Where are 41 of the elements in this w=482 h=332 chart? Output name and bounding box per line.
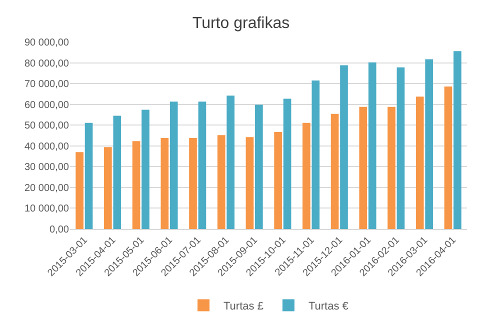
- bar: [132, 141, 140, 229]
- bar: [198, 102, 206, 229]
- bar: [226, 96, 234, 229]
- bar: [312, 80, 320, 229]
- y-tick-label: 20 000,00: [24, 182, 70, 194]
- bar: [388, 106, 396, 229]
- bar: [113, 116, 122, 229]
- legend-label: Turtas €: [308, 300, 348, 312]
- bar: [246, 137, 254, 229]
- bar: [84, 122, 93, 229]
- bar: [359, 106, 368, 229]
- bar: [217, 135, 226, 229]
- bar: [255, 104, 263, 229]
- bar: [142, 110, 150, 229]
- bar: [444, 86, 452, 229]
- bar: [76, 152, 84, 229]
- bar: [170, 102, 178, 229]
- bar: [302, 122, 310, 229]
- y-tick-label: 30 000,00: [24, 162, 70, 174]
- bar: [340, 65, 348, 229]
- y-tick-label: 90 000,00: [24, 38, 70, 48]
- bar: [104, 147, 112, 229]
- bar: [274, 132, 282, 229]
- y-tick-label: 80 000,00: [24, 58, 70, 70]
- legend-label: Turtas £: [224, 300, 264, 312]
- y-tick-label: 40 000,00: [24, 141, 70, 152]
- bar: [368, 62, 376, 229]
- y-tick-label: 60 000,00: [24, 100, 70, 111]
- bar: [283, 98, 292, 229]
- bar: [416, 96, 424, 229]
- bar: [330, 114, 339, 229]
- chart-title: Turto grafikas: [192, 14, 290, 32]
- y-tick-label: 70 000,00: [24, 79, 70, 90]
- y-tick-label: 10 000,00: [24, 204, 70, 215]
- y-tick-label: 0,00: [50, 224, 70, 236]
- y-tick-label: 50 000,00: [24, 120, 70, 132]
- bar: [160, 138, 169, 229]
- bar: [189, 138, 197, 229]
- bar: [396, 67, 405, 229]
- bar: [425, 59, 433, 229]
- bar: [454, 51, 462, 229]
